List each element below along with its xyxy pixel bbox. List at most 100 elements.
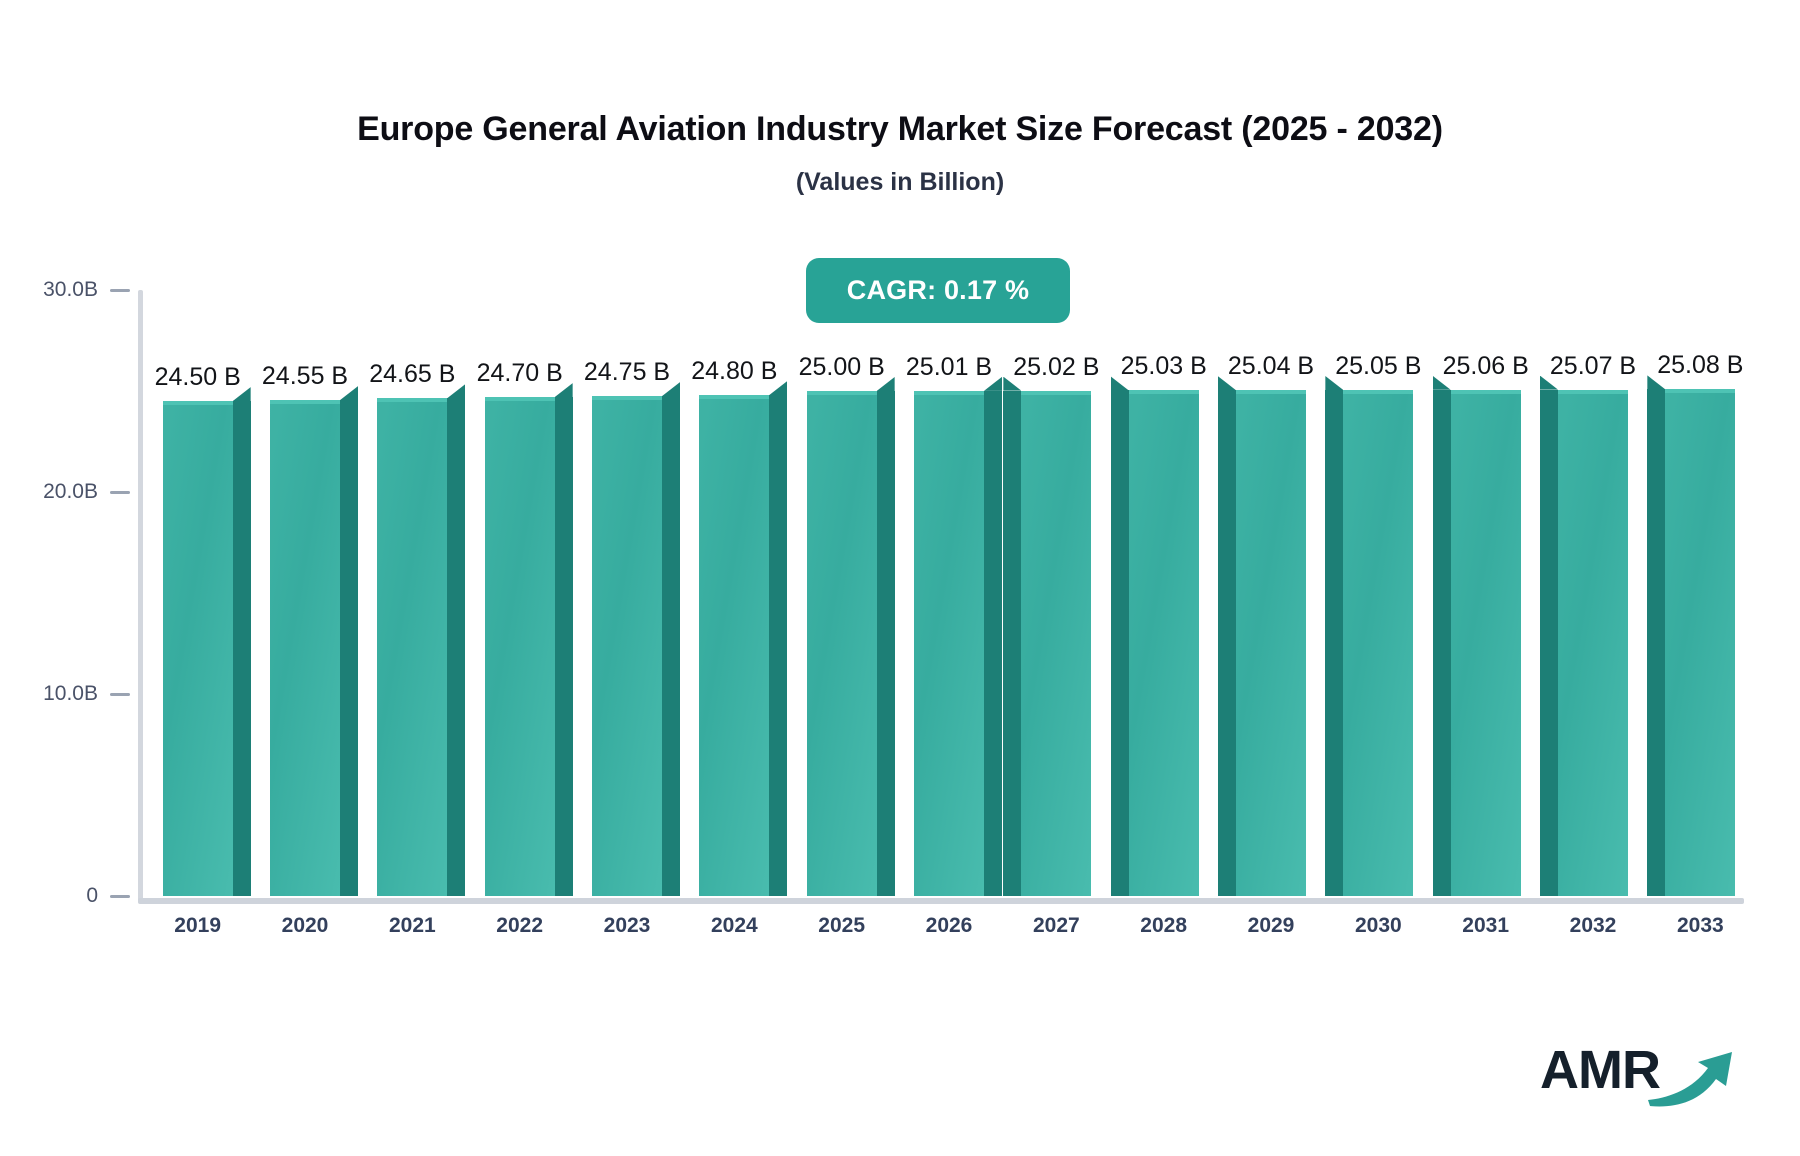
bar-value-label: 25.05 B	[1335, 352, 1422, 380]
bar[interactable]: 25.02 B	[1003, 353, 1099, 896]
y-axis-tick-mark	[110, 692, 130, 696]
cagr-badge: CAGR: 0.17 %	[806, 258, 1070, 323]
bar[interactable]: 24.70 B	[477, 359, 573, 896]
bar-side-face	[447, 398, 466, 896]
bar-side-face	[1003, 390, 1022, 896]
bar-front-face	[1128, 390, 1199, 896]
x-axis-label: 2031	[1462, 914, 1510, 937]
bar[interactable]: 25.06 B	[1432, 352, 1529, 896]
bar-slot: 25.05 B	[1325, 290, 1421, 896]
bar[interactable]: 25.00 B	[799, 353, 895, 896]
bar-slot: 24.75 B	[584, 290, 680, 896]
bar-side-face	[1432, 389, 1451, 896]
x-axis-label: 2028	[1140, 914, 1188, 937]
bar-value-label: 25.08 B	[1657, 351, 1744, 380]
bar-value-label: 25.04 B	[1227, 352, 1315, 381]
bar[interactable]: 25.03 B	[1110, 352, 1207, 896]
bar-top-face	[699, 395, 770, 400]
page-subtitle: (Values in Billion)	[795, 168, 1005, 196]
bar-slot: 24.65 B	[369, 290, 466, 896]
bar-value-label: 24.55 B	[261, 362, 349, 391]
x-axis-label: 2019	[174, 914, 222, 937]
bar-top-face	[270, 400, 340, 405]
x-axis-label: 2033	[1676, 914, 1724, 937]
bar-value-label: 25.01 B	[905, 352, 993, 381]
bar-slot: 24.70 B	[477, 290, 573, 896]
bar-front-face	[270, 400, 340, 896]
bar-slot: 25.04 B	[1218, 290, 1314, 896]
bar[interactable]: 24.65 B	[369, 360, 466, 896]
bar-front-face	[162, 401, 233, 896]
y-axis-tick: 20.0B	[14, 480, 138, 504]
bar[interactable]: 24.80 B	[691, 357, 788, 896]
bar-side-face	[984, 390, 1002, 896]
bar-side-face	[662, 396, 680, 896]
x-axis-label: 2029	[1247, 914, 1295, 937]
bar-front-face	[699, 395, 770, 896]
cagr-badge-label: CAGR: 0.17 %	[846, 275, 1030, 305]
bar-value-label: 25.00 B	[798, 353, 885, 381]
bar-slot: 25.02 B	[1003, 290, 1099, 896]
bar-slot: 25.01 B	[906, 290, 1002, 896]
growth-arrow-icon	[1648, 1052, 1732, 1107]
y-axis-tick-label: 20.0B	[43, 480, 98, 503]
bar-value-label: 24.80 B	[691, 357, 778, 386]
bar-side-face	[232, 401, 251, 896]
bar-front-face	[1343, 390, 1414, 896]
y-axis-tick: 0	[14, 884, 138, 908]
x-axis-label: 2025	[818, 914, 866, 937]
bar-top-face	[162, 401, 233, 406]
bar-front-face	[914, 390, 984, 896]
bar-value-label: 24.50 B	[154, 363, 241, 392]
x-axis-label: 2026	[925, 914, 973, 937]
bar-value-label: 25.03 B	[1120, 352, 1207, 381]
bar-side-face	[1540, 389, 1558, 896]
bar-slot: 25.07 B	[1540, 290, 1636, 896]
bar-value-label: 25.07 B	[1549, 351, 1637, 380]
bar-value-label: 24.65 B	[369, 360, 456, 389]
bar[interactable]: 24.55 B	[262, 362, 358, 896]
bar-front-face	[1236, 390, 1306, 896]
bar-front-face	[1665, 389, 1736, 896]
bar[interactable]: 25.04 B	[1218, 352, 1314, 896]
bar-slot: 24.80 B	[691, 290, 788, 896]
bar[interactable]: 25.07 B	[1540, 352, 1636, 896]
bar-front-face	[1450, 389, 1521, 896]
bar-front-face	[484, 397, 555, 896]
bar-slot: 24.50 B	[155, 290, 251, 896]
bar-top-face	[592, 396, 662, 401]
bar-top-face	[914, 390, 984, 395]
y-axis-tick-mark	[110, 894, 130, 898]
x-axis-label: 2023	[603, 914, 651, 937]
x-axis-baseline	[138, 898, 1744, 904]
bar[interactable]: 25.05 B	[1325, 352, 1421, 896]
bar[interactable]: 24.75 B	[584, 358, 680, 896]
bar[interactable]: 25.08 B	[1647, 351, 1743, 896]
bar-value-label: 25.06 B	[1442, 351, 1529, 380]
bar-top-face	[806, 391, 877, 395]
bar-side-face	[340, 400, 358, 896]
x-axis-label: 2020	[281, 914, 329, 937]
bar-value-label: 24.70 B	[476, 359, 563, 388]
x-axis-label: 2032	[1569, 914, 1617, 937]
bar-slot: 25.06 B	[1432, 290, 1529, 896]
bar-front-face	[592, 396, 662, 896]
plot-area: 0 10.0B 20.0B 30.0B 24.50 B 24.55 B 24.65 B 24…	[43, 278, 1748, 937]
y-axis-tick-label: 0	[86, 884, 98, 907]
bar-slot: 24.55 B	[262, 290, 358, 896]
bar-top-face	[1450, 389, 1521, 394]
bar-front-face	[1558, 389, 1628, 896]
bar[interactable]: 24.50 B	[155, 363, 251, 896]
bar-side-face	[769, 395, 788, 896]
y-axis-tick-label: 10.0B	[43, 682, 98, 705]
bar-side-face	[1647, 389, 1666, 896]
bar-value-label: 25.02 B	[1013, 352, 1100, 381]
bar-top-face	[1021, 390, 1092, 395]
bar-front-face	[377, 398, 448, 896]
logo-wordmark: AMR	[1540, 1040, 1661, 1100]
y-axis-tick-mark	[110, 288, 130, 292]
bar-top-face	[1665, 389, 1736, 394]
bar[interactable]: 25.01 B	[906, 353, 1002, 896]
x-axis-label: 2030	[1354, 914, 1402, 937]
